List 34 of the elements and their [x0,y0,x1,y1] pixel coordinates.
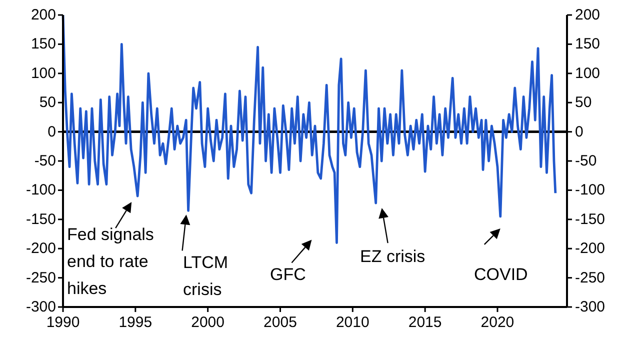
y2-tick-label: 0 [575,123,584,140]
x-tick-label: 2020 [480,314,514,331]
x-tick-label: 2005 [264,314,297,331]
y2-tick-label: -100 [575,182,606,199]
y-tick-label: -150 [26,210,56,228]
y-tick-label: 100 [30,64,56,82]
y2-tick-label: 100 [575,64,600,82]
x-tick-label: 1990 [46,314,80,331]
y-tick-label: -300 [26,298,56,316]
x-tick-label: 2000 [191,314,225,331]
y2-tick-label: -250 [575,269,606,286]
x-tick-label: 1995 [118,314,152,331]
y2-tick-label: 150 [575,36,600,53]
y2-tick-label: -150 [575,210,606,228]
y2-tick-label: -300 [575,298,606,316]
y-tick-label: 0 [48,123,56,140]
y-tick-label: 200 [30,6,56,24]
y2-tick-label: -50 [575,152,597,170]
y-tick-label: 50 [39,94,56,112]
y2-tick-label: 50 [575,94,592,112]
annotation: Fed signals end to rate hikes [67,225,154,298]
x-tick-label: 2010 [336,314,370,331]
annotation: COVID [474,265,528,284]
y2-tick-label: -200 [575,240,606,258]
y2-tick-label: 200 [575,6,600,24]
annotation: GFC [270,265,306,284]
annotation: EZ crisis [360,247,426,266]
y-tick-label: 150 [30,36,56,53]
y-tick-label: -100 [26,182,56,199]
y-tick-label: -200 [26,240,56,258]
annotation: LTCM crisis [183,253,228,299]
x-tick-label: 2015 [408,314,442,331]
y-tick-label: -250 [26,269,56,286]
y-tick-label: -50 [34,152,56,170]
